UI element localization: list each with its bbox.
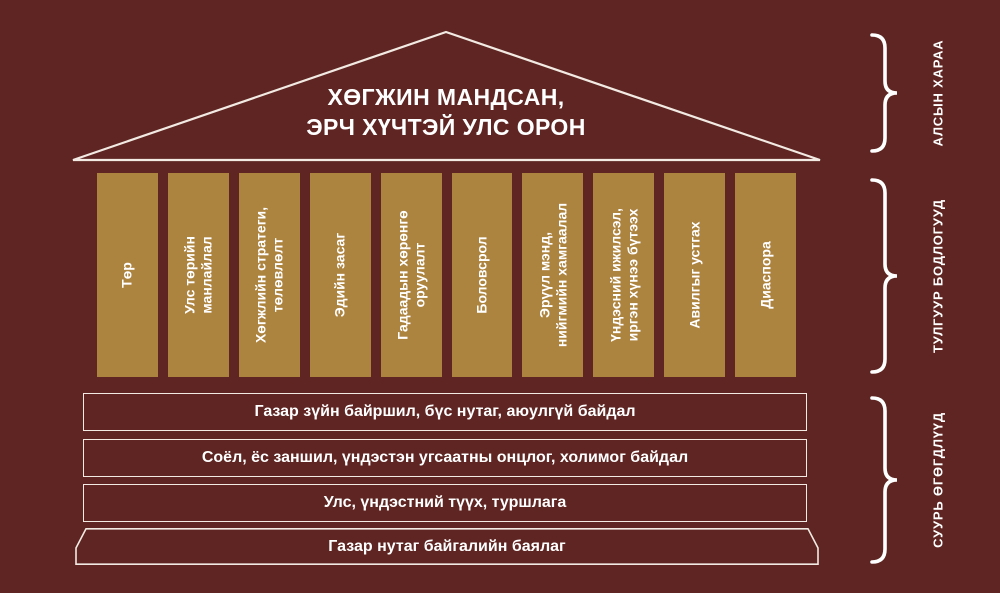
pillar-diaspora: Диаспора: [735, 173, 797, 377]
foundation-bar-culture: Соёл, ёс заншил, үндэстэн угсаатны онцло…: [83, 439, 807, 477]
vision-title: ХӨГЖИН МАНДСАН, ЭРЧ ХҮЧТЭЙ УЛС ОРОН: [306, 84, 586, 141]
pillar-label: Хөгжлийн стратеги, төлөвлөлт: [252, 206, 286, 344]
pillar-label: Үндэсний ижилсэл, иргэн хүнээ бүтээх: [607, 208, 640, 342]
section-label-vision: АЛСЫН ХАРАА: [930, 39, 946, 147]
pillar-political-leadership: Улс төрийн манлайлал: [167, 173, 229, 377]
roof-outline: [72, 30, 821, 162]
brace-vision-icon: [870, 33, 898, 153]
pillar-economy: Эдийн засаг: [309, 173, 371, 377]
pillar-foreign-investment: Гадаадын хөрөнгө оруулалт: [380, 173, 442, 377]
pillar-label: Гадаадын хөрөнгө оруулалт: [394, 210, 428, 340]
pillar-eliminate-corruption: Авилгыг устгах: [664, 173, 726, 377]
pillar-label: Улс төрийн манлайлал: [181, 236, 215, 314]
pillars-row: Төр Улс төрийн манлайлал Хөгжлийн страте…: [97, 173, 797, 377]
base-bar-natural-resources: Газар нутаг байгалийн баялаг: [328, 537, 566, 555]
pillar-education: Боловсрол: [451, 173, 513, 377]
pillar-label: Эдийн засаг: [331, 232, 348, 318]
pillar-health-social-protection: Эрүүл мэнд, нийгмийн хамгаалал: [522, 173, 584, 377]
pillar-label: Эрүүл мэнд, нийгмийн хамгаалал: [536, 202, 569, 348]
pillar-label: Диаспора: [757, 241, 774, 309]
section-label-foundations: СУУРЬ ӨГӨГДЛҮҮД: [930, 412, 946, 548]
foundation-bar-geography: Газар зүйн байршил, бүс нутаг, аюулгүй б…: [83, 393, 807, 431]
pillar-state: Төр: [97, 173, 158, 377]
foundation-bar-history: Улс, үндэстний түүх, туршлага: [83, 484, 807, 522]
pillar-national-identity: Үндэсний ижилсэл, иргэн хүнээ бүтээх: [593, 173, 655, 377]
pillar-label: Боловсрол: [473, 236, 490, 314]
pillar-development-strategy: Хөгжлийн стратеги, төлөвлөлт: [238, 173, 300, 377]
base-bar-outline: [75, 527, 819, 566]
brace-policies-icon: [870, 178, 898, 374]
pillar-label: Төр: [119, 262, 136, 288]
pillar-label: Авилгыг устгах: [686, 221, 703, 329]
section-label-policies: ТУЛГУУР БОДЛОГУУД: [930, 198, 946, 354]
brace-foundations-icon: [870, 396, 898, 564]
